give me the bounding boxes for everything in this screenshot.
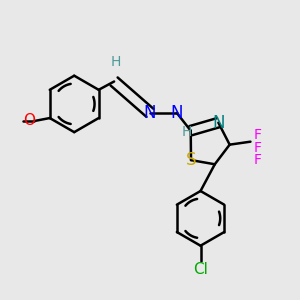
Text: N: N <box>170 104 183 122</box>
Text: F: F <box>254 128 261 142</box>
Text: F: F <box>254 153 261 167</box>
Text: N: N <box>144 104 156 122</box>
Text: O: O <box>23 113 35 128</box>
Text: F: F <box>254 141 261 154</box>
Text: Cl: Cl <box>193 262 208 277</box>
Text: N: N <box>212 114 225 132</box>
Text: S: S <box>186 151 196 169</box>
Text: H: H <box>110 55 121 69</box>
Text: H: H <box>182 125 193 139</box>
